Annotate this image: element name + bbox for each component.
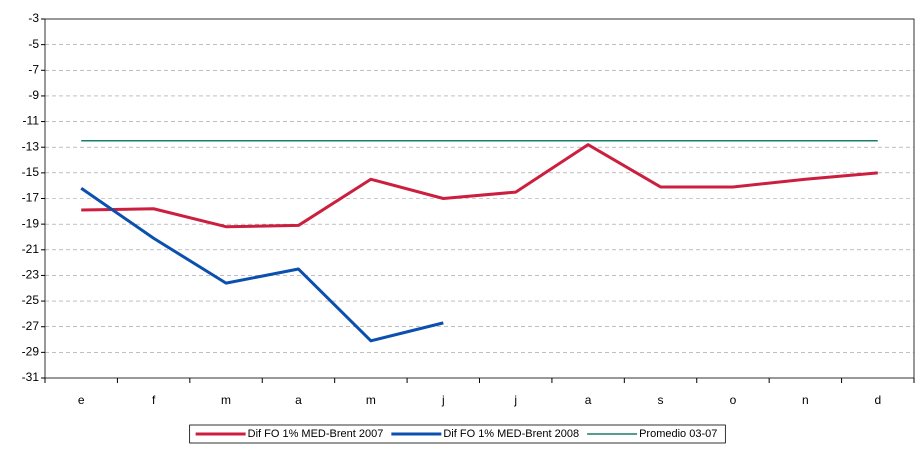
y-tick-label: -7 xyxy=(28,62,39,76)
x-tick-label: m xyxy=(366,393,376,407)
y-tick-label: -11 xyxy=(23,114,40,128)
x-tick-label: d xyxy=(874,393,881,407)
series-line xyxy=(81,143,878,229)
x-tick-label: a xyxy=(295,393,302,407)
x-tick-label: s xyxy=(658,393,664,407)
y-tick-label: -13 xyxy=(22,139,40,153)
legend-label: Promedio 03-07 xyxy=(639,428,717,440)
y-tick-label: -21 xyxy=(22,242,40,256)
y-tick-label: -31 xyxy=(22,370,40,384)
x-tick-label: a xyxy=(585,393,592,407)
y-tick-label: -15 xyxy=(22,165,40,179)
y-tick-label: -5 xyxy=(28,37,39,51)
y-tick-label: -17 xyxy=(22,191,40,205)
x-tick-label: n xyxy=(802,393,809,407)
x-tick-label: f xyxy=(152,393,156,407)
x-tick-label: m xyxy=(221,393,231,407)
legend-label: Dif FO 1% MED-Brent 2008 xyxy=(443,428,579,440)
x-tick-label: o xyxy=(730,393,737,407)
y-tick-label: -27 xyxy=(22,319,40,333)
y-tick-label: -25 xyxy=(22,293,40,307)
legend-box xyxy=(189,424,726,444)
legend: Dif FO 1% MED-Brent 2007 Dif FO 1% MED-Br… xyxy=(189,424,726,444)
y-tick-label: -23 xyxy=(22,268,40,282)
y-tick-label: -3 xyxy=(28,11,39,25)
y-tick-label: -9 xyxy=(28,88,39,102)
y-tick-label: -29 xyxy=(22,345,40,359)
x-tick-label: j xyxy=(441,393,445,407)
series-line xyxy=(80,187,444,343)
y-tick-label: -19 xyxy=(22,216,40,230)
x-tick-label: j xyxy=(513,393,517,407)
x-tick-label: e xyxy=(78,393,85,407)
legend-label: Dif FO 1% MED-Brent 2007 xyxy=(248,428,384,440)
